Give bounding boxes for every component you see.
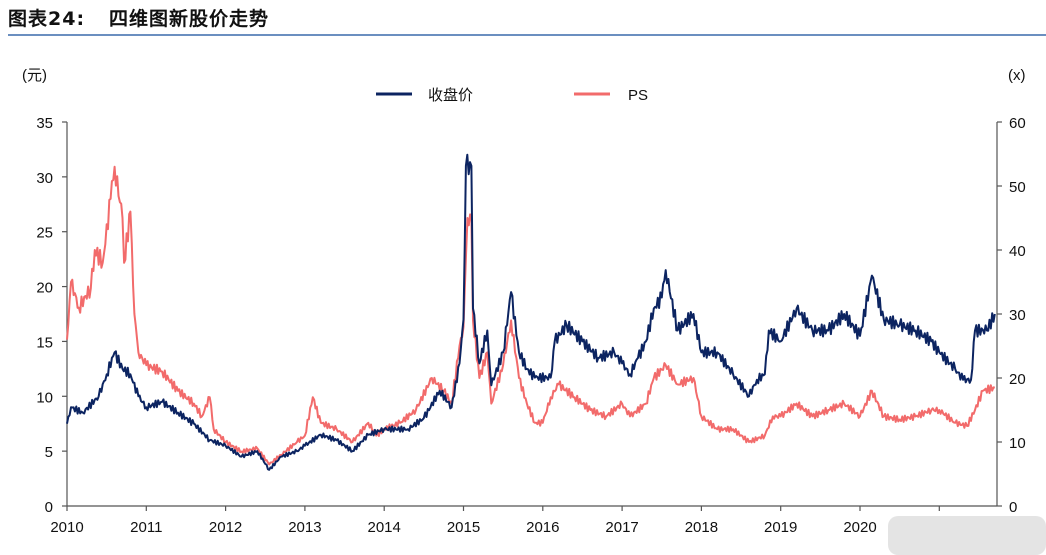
right-tick-label: 10 [1009, 435, 1026, 452]
x-tick-label: 2016 [526, 519, 559, 536]
legend-label-ps: PS [628, 87, 648, 104]
x-tick-label: 2010 [50, 519, 83, 536]
title-divider [8, 34, 1046, 36]
legend-label-price: 收盘价 [428, 86, 473, 104]
legend: 收盘价 PS [376, 86, 648, 104]
right-tick-label: 30 [1009, 307, 1026, 324]
left-tick-label: 10 [36, 389, 53, 406]
left-tick-label: 0 [45, 499, 53, 516]
right-tick-label: 0 [1009, 499, 1017, 516]
left-tick-label: 35 [36, 115, 53, 132]
figure-title-text: 四维图新股价走势 [109, 8, 270, 30]
figure-title: 图表24: 四维图新股价走势 [8, 4, 293, 31]
right-axis-unit: (x) [1008, 67, 1026, 84]
left-tick-label: 15 [36, 334, 53, 351]
x-tick-label: 2013 [288, 519, 321, 536]
series-line-price [66, 153, 996, 471]
right-tick-label: 40 [1009, 243, 1026, 260]
right-tick-label: 20 [1009, 371, 1026, 388]
x-tick-label: 2012 [209, 519, 242, 536]
watermark [888, 516, 1046, 555]
x-tick-label: 2017 [605, 519, 638, 536]
right-tick-label: 50 [1009, 179, 1026, 196]
x-tick-label: 2020 [843, 519, 876, 536]
x-tick-label: 2011 [130, 519, 162, 536]
x-tick-label: 2019 [764, 519, 797, 536]
left-tick-label: 20 [36, 280, 53, 297]
left-axis-unit: (元) [22, 67, 47, 84]
figure-number: 图表24: [8, 8, 86, 30]
x-tick-label: 2014 [368, 519, 401, 536]
series-line-ps [66, 165, 995, 466]
x-tick-label: 2018 [685, 519, 718, 536]
left-tick-label: 30 [36, 170, 53, 187]
right-tick-label: 60 [1009, 115, 1026, 132]
x-tick-label: 2015 [447, 519, 480, 536]
left-tick-label: 25 [36, 225, 53, 242]
left-tick-label: 5 [45, 444, 53, 461]
